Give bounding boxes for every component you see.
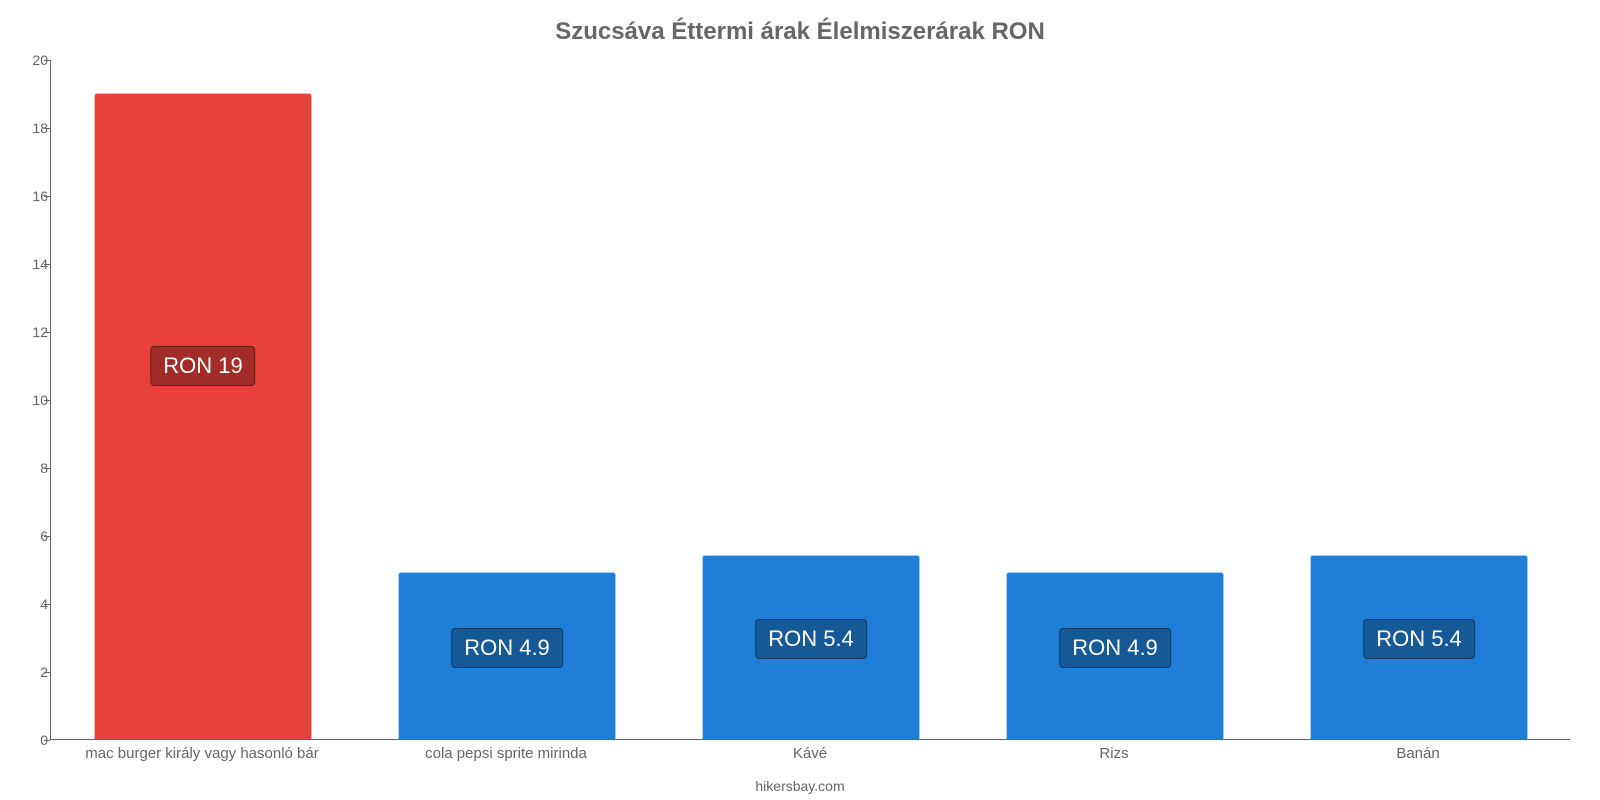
y-tick-mark: [44, 740, 50, 741]
y-tick-label: 14: [0, 256, 48, 272]
x-category-label: mac burger király vagy hasonló bár: [85, 745, 318, 762]
y-tick-mark: [44, 672, 50, 673]
y-tick-label: 8: [0, 460, 48, 476]
y-tick-label: 20: [0, 52, 48, 68]
y-tick-label: 0: [0, 732, 48, 748]
y-tick-label: 16: [0, 188, 48, 204]
y-tick-mark: [44, 468, 50, 469]
price-bar-chart: Szucsáva Éttermi árak Élelmiszerárak RON…: [0, 0, 1600, 800]
bars-container: RON 19 RON 4.9 RON 5.4 RON 4.9 RON 5.4: [51, 60, 1570, 739]
bar: [94, 93, 313, 739]
x-category-label: Banán: [1396, 745, 1439, 762]
bar-value-label: RON 5.4: [755, 619, 867, 659]
x-category-label: Rizs: [1099, 745, 1128, 762]
y-tick-mark: [44, 332, 50, 333]
y-tick-mark: [44, 536, 50, 537]
chart-title: Szucsáva Éttermi árak Élelmiszerárak RON: [0, 18, 1600, 46]
y-tick-label: 12: [0, 324, 48, 340]
y-tick-label: 2: [0, 664, 48, 680]
x-category-label: cola pepsi sprite mirinda: [425, 745, 587, 762]
x-category-label: Kávé: [793, 745, 827, 762]
y-tick-mark: [44, 196, 50, 197]
bar-value-label: RON 4.9: [1059, 628, 1171, 668]
y-tick-label: 10: [0, 392, 48, 408]
plot-area: RON 19 RON 4.9 RON 5.4 RON 4.9 RON 5.4: [50, 60, 1570, 740]
y-tick-mark: [44, 604, 50, 605]
bar-value-label: RON 5.4: [1363, 619, 1475, 659]
y-tick-mark: [44, 264, 50, 265]
y-tick-label: 4: [0, 596, 48, 612]
y-tick-mark: [44, 128, 50, 129]
bar-value-label: RON 4.9: [451, 628, 563, 668]
attribution-text: hikersbay.com: [0, 778, 1600, 794]
y-tick-mark: [44, 60, 50, 61]
y-tick-mark: [44, 400, 50, 401]
y-tick-label: 18: [0, 120, 48, 136]
bar-value-label: RON 19: [150, 346, 255, 386]
y-tick-label: 6: [0, 528, 48, 544]
